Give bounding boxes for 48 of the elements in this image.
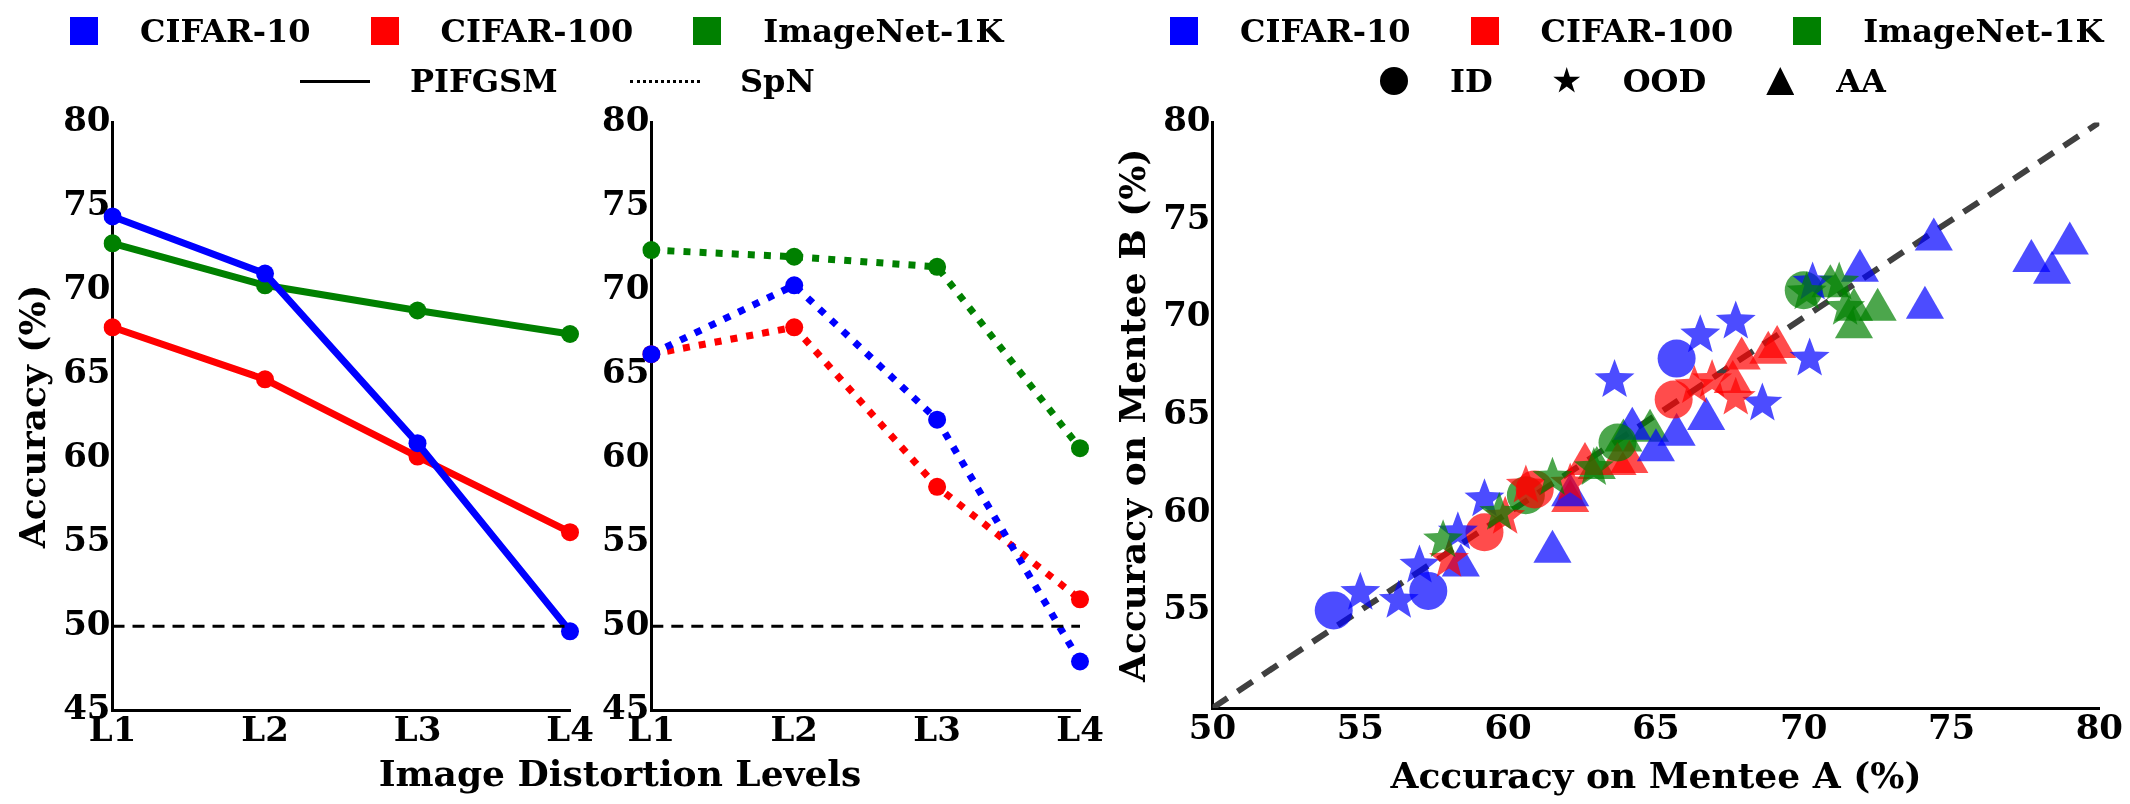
x-tick-label: 80: [2075, 707, 2124, 748]
x-tick-label: 70: [1780, 707, 1828, 748]
text: ID: [1450, 62, 1493, 100]
x-tick-label: L4: [1056, 709, 1104, 750]
y-tick-label: 60: [63, 435, 111, 476]
legend-label: CIFAR-10: [140, 12, 311, 50]
legend-label: ImageNet-1K: [1863, 12, 2104, 50]
x-tick-label: L3: [913, 709, 961, 750]
y-tick-label: 55: [63, 519, 111, 560]
y-tick-label: 65: [1163, 392, 1211, 433]
x-tick-label: 60: [1484, 707, 1532, 748]
text: AA: [1836, 62, 1886, 100]
y-tick-label: 55: [601, 519, 650, 560]
y-tick-label: 75: [1163, 196, 1211, 237]
x-tick-label: 55: [1336, 707, 1384, 748]
x-tick-label: L2: [770, 709, 818, 750]
y-tick-label: 80: [601, 99, 650, 140]
legend-label: ImageNet-1K: [763, 12, 1004, 50]
x-tick-label: 65: [1632, 707, 1680, 748]
x-tick-label: L3: [393, 709, 442, 750]
y-tick-label: 55: [1163, 587, 1211, 628]
text: OOD: [1622, 62, 1707, 100]
y-tick-label: 60: [1163, 489, 1211, 530]
legend-label: CIFAR-100: [440, 12, 634, 50]
legend-title: SpN: [740, 62, 815, 100]
y-axis-title: Accuracy (%): [10, 284, 53, 550]
y-tick-label: 50: [63, 603, 111, 644]
y-tick-label: 80: [63, 99, 111, 140]
y-tick-label: 70: [63, 267, 111, 308]
y-tick-label: 60: [601, 435, 650, 476]
legend-title: PIFGSM: [410, 62, 558, 100]
y-tick-label: 75: [63, 183, 111, 224]
legend-label: CIFAR-10: [1240, 12, 1411, 50]
x-tick-label: 75: [1927, 707, 1976, 748]
x-axis-title: Image Distortion Levels: [377, 752, 863, 794]
y-tick-label: 50: [601, 603, 650, 644]
y-tick-label: 70: [601, 267, 650, 308]
y-tick-label: 75: [601, 183, 650, 224]
y-axis-title: Accuracy on Mentee B (%): [1110, 148, 1153, 683]
y-tick-label: 70: [1163, 294, 1211, 335]
x-tick-label: 50: [1188, 707, 1237, 748]
legend-label: CIFAR-100: [1540, 12, 1734, 50]
x-tick-label: L4: [546, 709, 594, 750]
x-tick-label: L2: [241, 709, 289, 750]
y-tick-label: 65: [63, 351, 111, 392]
y-tick-label: 65: [601, 351, 650, 392]
x-axis-title: Accuracy on Mentee A (%): [1389, 753, 1922, 796]
y-tick-label: 80: [1163, 99, 1211, 140]
